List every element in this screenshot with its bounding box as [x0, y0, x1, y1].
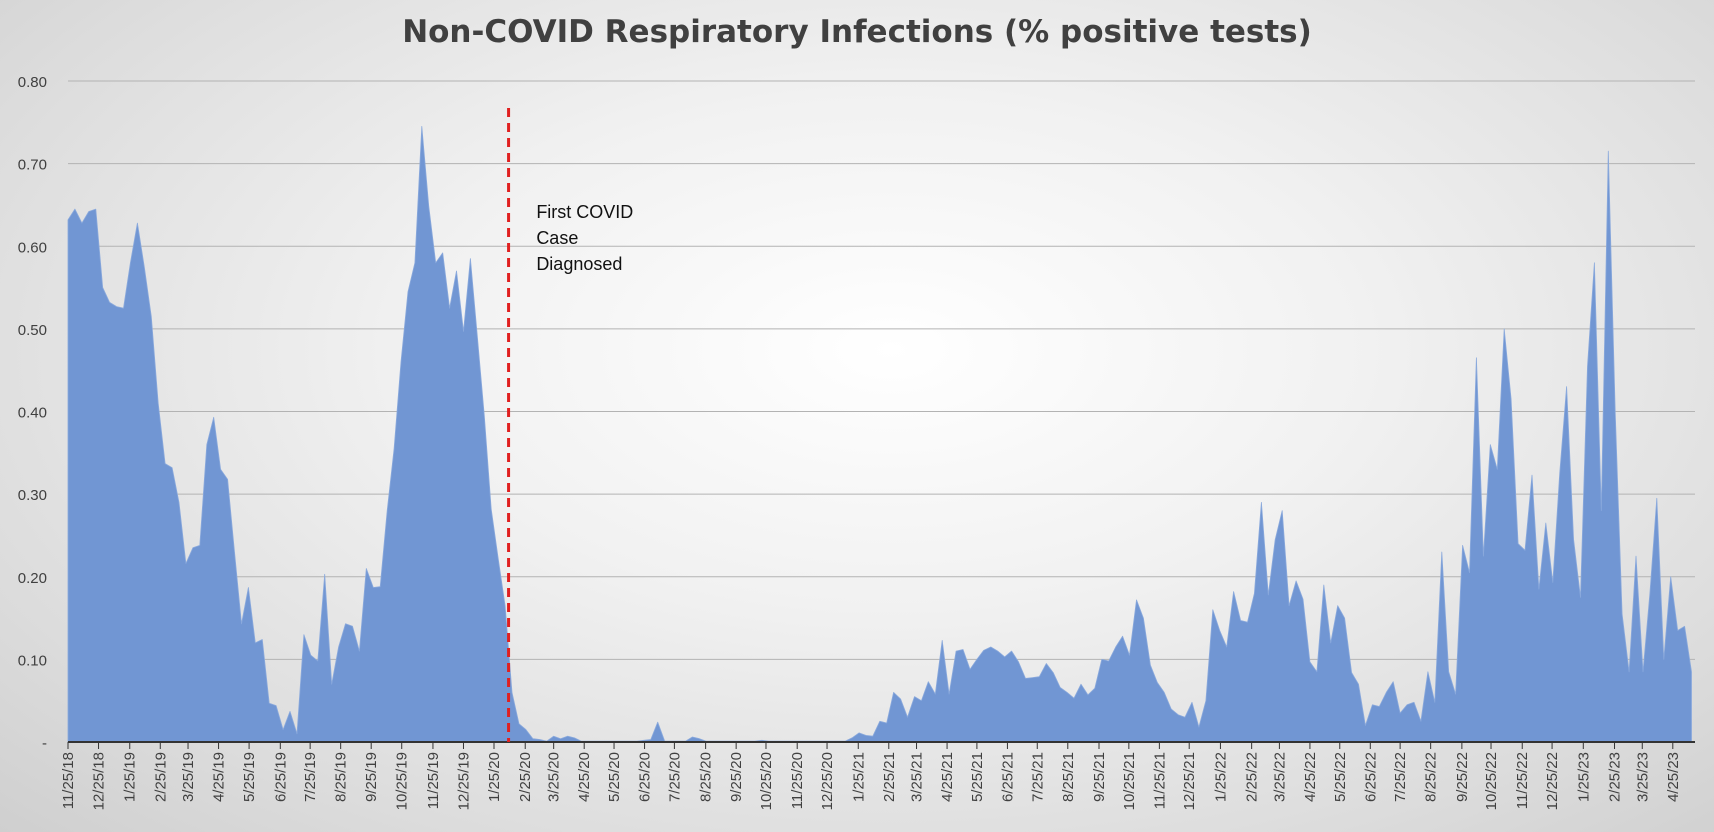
x-tick-label: 9/25/19: [363, 752, 380, 802]
x-tick-label: 5/25/20: [606, 752, 623, 802]
x-tick-label: 12/25/21: [1181, 752, 1198, 810]
x-tick-label: 4/25/20: [576, 752, 593, 802]
x-tick-label: 3/25/22: [1271, 752, 1288, 802]
x-tick-label: 12/25/20: [819, 752, 836, 810]
x-tick-label: 8/25/19: [333, 752, 350, 802]
y-tick-label: 0.10: [18, 652, 47, 669]
x-tick-label: 1/25/21: [850, 752, 867, 802]
x-tick-label: 11/25/21: [1151, 752, 1168, 809]
x-tick-label: 11/25/22: [1514, 752, 1531, 809]
x-tick-label: 7/25/21: [1029, 752, 1046, 802]
x-tick-label: 10/25/22: [1483, 752, 1500, 810]
x-tick-label: 3/25/23: [1634, 752, 1651, 802]
x-tick-label: 11/25/19: [425, 752, 442, 809]
x-tick-label: 7/25/20: [666, 752, 683, 802]
x-tick-label: 8/25/21: [1060, 752, 1077, 802]
x-tick-label: 4/25/23: [1665, 752, 1682, 802]
x-tick-label: 11/25/20: [789, 752, 806, 809]
y-tick-label: 0.70: [18, 157, 47, 174]
x-tick-label: 1/25/23: [1575, 752, 1592, 802]
x-tick-label: 5/25/21: [969, 752, 986, 802]
y-tick-label: 0.60: [18, 239, 47, 256]
x-tick-label: 12/25/22: [1544, 752, 1561, 810]
annotation-line: First COVID: [536, 202, 633, 222]
y-tick-label: 0.20: [18, 570, 47, 587]
x-tick-label: 3/25/21: [909, 752, 926, 802]
x-tick-label: 10/25/20: [758, 752, 775, 810]
y-tick-label: 0.50: [18, 322, 47, 339]
x-tick-label: 1/25/22: [1212, 752, 1229, 802]
x-tick-label: 6/25/22: [1362, 752, 1379, 802]
y-tick-label: 0.80: [18, 74, 47, 91]
x-tick-label: 2/25/22: [1244, 752, 1261, 802]
x-tick-label: 3/25/20: [546, 752, 563, 802]
annotation-line: Case: [536, 228, 578, 248]
y-tick-label: 0.40: [18, 405, 47, 422]
x-tick-label: 10/25/21: [1121, 752, 1138, 810]
x-tick-label: 2/25/23: [1607, 752, 1624, 802]
x-tick-label: 1/25/20: [486, 752, 503, 802]
area-series: [67, 126, 1692, 743]
x-tick-label: 4/25/19: [211, 752, 228, 802]
x-tick-label: 2/25/19: [152, 752, 169, 802]
x-tick-label: 8/25/22: [1423, 752, 1440, 802]
x-tick-label: 8/25/20: [698, 752, 715, 802]
x-tick-label: 10/25/19: [394, 752, 411, 810]
x-tick-label: 12/25/18: [91, 752, 108, 810]
x-tick-label: 9/25/20: [728, 752, 745, 802]
x-tick-label: 4/25/22: [1302, 752, 1319, 802]
x-tick-label: 6/25/20: [637, 752, 654, 802]
x-tick-label: 12/25/19: [455, 752, 472, 810]
x-tick-label: 5/25/19: [241, 752, 258, 802]
x-tick-label: 2/25/20: [517, 752, 534, 802]
x-tick-label: 6/25/21: [999, 752, 1016, 802]
x-tick-label: 6/25/19: [272, 752, 289, 802]
annotation-line: Diagnosed: [536, 254, 622, 274]
x-tick-label: 7/25/19: [302, 752, 319, 802]
chart-title: Non-COVID Respiratory Infections (% posi…: [402, 14, 1312, 50]
x-tick-label: 7/25/22: [1392, 752, 1409, 802]
x-tick-label: 5/25/22: [1332, 752, 1349, 802]
x-tick-label: 1/25/19: [122, 752, 139, 802]
x-tick-label: 11/25/18: [60, 752, 77, 809]
y-tick-label: 0.30: [18, 487, 47, 504]
x-tick-label: 9/25/22: [1454, 752, 1471, 802]
x-tick-label: 3/25/19: [180, 752, 197, 802]
x-tick-label: 9/25/21: [1091, 752, 1108, 802]
x-tick-label: 4/25/21: [939, 752, 956, 802]
x-tick-label: 2/25/21: [881, 752, 898, 802]
y-tick-label: -: [42, 735, 47, 752]
